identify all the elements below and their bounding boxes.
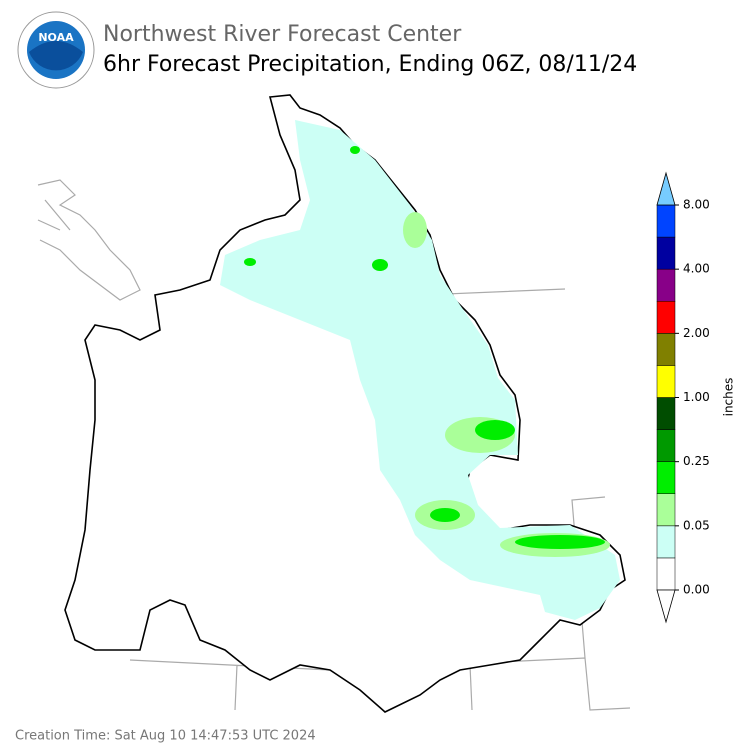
colorbar-bin <box>656 461 676 494</box>
colorbar-tick-label: 8.00 <box>683 198 710 212</box>
map-title: 6hr Forecast Precipitation, Ending 06Z, … <box>103 52 637 77</box>
colorbar-bin <box>656 268 676 302</box>
colorbar-bin <box>656 236 676 270</box>
colorbar-bin <box>656 333 676 366</box>
creation-time: Creation Time: Sat Aug 10 14:47:53 UTC 2… <box>15 729 316 744</box>
colorbar: 0.00 0.05 0.25 1.00 2.00 4.00 8.00 <box>656 171 710 624</box>
logo: NOAA <box>17 11 95 89</box>
colorbar-tick-label: 2.00 <box>683 326 710 340</box>
colorbar-over <box>656 171 676 206</box>
colorbar-bin <box>656 204 676 238</box>
colorbar-tick-label: 0.05 <box>683 518 710 532</box>
agency-title: Northwest River Forecast Center <box>103 22 462 47</box>
map <box>37 94 631 713</box>
colorbar-bin <box>656 365 676 398</box>
colorbar-bin <box>656 429 676 462</box>
colorbar-tick-label: 0.00 <box>683 583 710 597</box>
colorbar-label: inches <box>722 378 736 417</box>
colorbar-bin <box>656 301 676 334</box>
colorbar-tick-label: 0.25 <box>683 454 710 468</box>
colorbar-bin <box>656 493 676 527</box>
logo-text: NOAA <box>38 31 74 44</box>
colorbar-tick-label: 1.00 <box>683 390 710 404</box>
colorbar-under <box>656 589 676 624</box>
colorbar-bin <box>656 397 676 430</box>
colorbar-tick-label: 4.00 <box>683 262 710 276</box>
colorbar-bin <box>656 557 676 591</box>
colorbar-bin <box>656 525 676 559</box>
